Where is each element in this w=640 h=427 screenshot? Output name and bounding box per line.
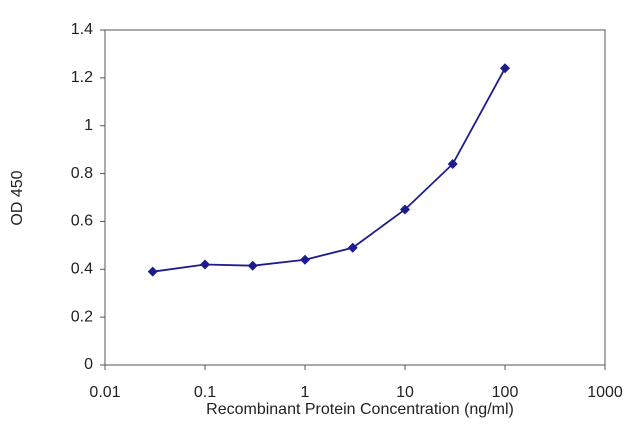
x-tick-label: 1000 bbox=[587, 384, 623, 401]
x-tick-label: 1 bbox=[301, 384, 310, 401]
x-tick-label: 0.01 bbox=[89, 384, 120, 401]
y-tick-label: 0.6 bbox=[71, 213, 93, 230]
data-point bbox=[247, 260, 258, 271]
y-tick-label: 1.4 bbox=[71, 21, 93, 38]
data-point bbox=[200, 259, 210, 270]
data-point bbox=[300, 254, 310, 265]
x-tick-label: 10 bbox=[396, 384, 414, 401]
x-tick-label: 0.1 bbox=[194, 384, 216, 401]
data-line bbox=[152, 67, 506, 273]
y-tick-label: 0.8 bbox=[71, 165, 93, 182]
y-tick-label: 0.2 bbox=[71, 308, 93, 325]
data-point bbox=[347, 242, 358, 253]
data-point bbox=[147, 266, 158, 277]
plot-frame bbox=[104, 29, 606, 366]
data-point bbox=[400, 204, 410, 215]
y-tick-label: 1.2 bbox=[71, 69, 93, 86]
y-tick-label: 0.4 bbox=[71, 261, 93, 278]
x-axis-label: Recombinant Protein Concentration (ng/ml… bbox=[206, 401, 514, 418]
y-tick-label: 0 bbox=[84, 356, 93, 373]
data-point bbox=[500, 63, 510, 74]
x-tick-label: 100 bbox=[492, 384, 519, 401]
data-point bbox=[447, 159, 458, 169]
y-axis-label: OD 450 bbox=[9, 170, 26, 225]
y-tick-label: 1 bbox=[84, 117, 93, 134]
